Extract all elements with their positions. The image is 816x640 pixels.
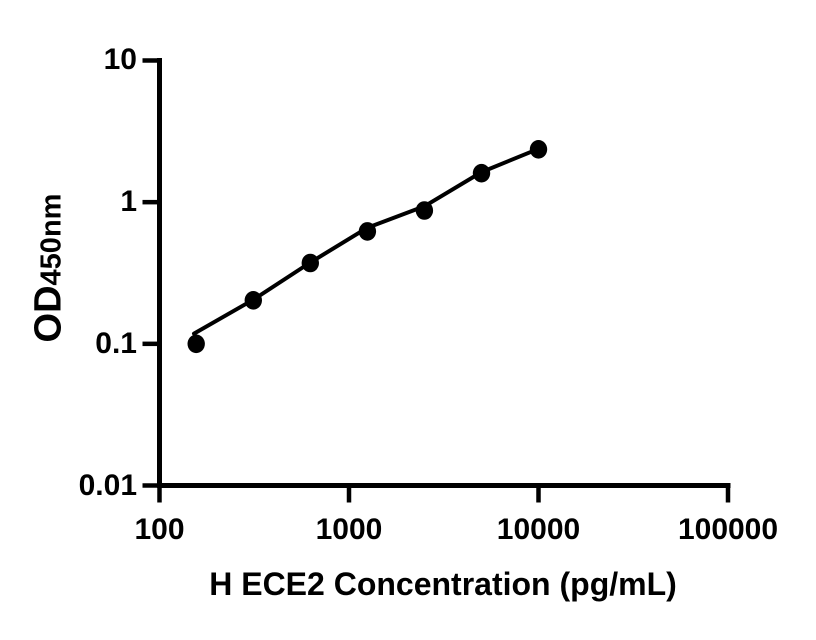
x-tick-label-10000: 10000 (496, 513, 581, 546)
data-point-5 (415, 201, 434, 220)
x-tick-label-1000: 1000 (315, 513, 383, 546)
y-tick-label-10: 10 (103, 43, 137, 77)
data-point-1 (187, 334, 205, 354)
x-tick-label-100000: 100000 (677, 513, 779, 546)
y-tick-label-1: 1 (120, 185, 137, 219)
data-point-6 (472, 163, 491, 183)
x-tick-label-100: 100 (134, 513, 185, 546)
y-tick-label-0.01: 0.01 (78, 468, 137, 502)
data-point-markers (187, 140, 548, 354)
y-tick-label-0.1: 0.1 (95, 326, 137, 360)
axes (142, 58, 731, 503)
data-point-2 (244, 291, 262, 310)
x-axis-title: H ECE2 Concentration (pg/mL) (209, 566, 677, 602)
data-point-3 (301, 253, 319, 273)
data-point-4 (358, 222, 377, 241)
data-point-7 (529, 140, 548, 159)
